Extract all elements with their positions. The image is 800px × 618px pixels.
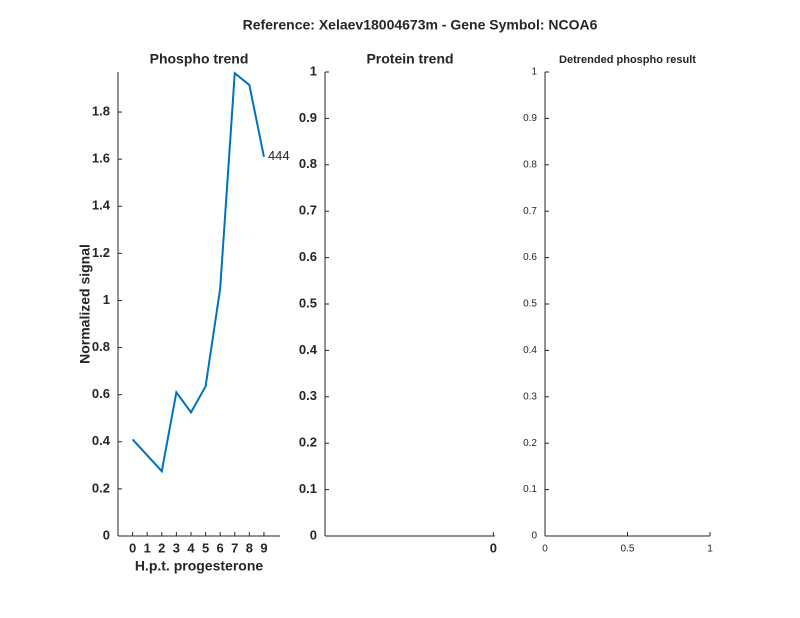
x-tick-label: 0: [542, 544, 548, 555]
x-tick-label: 2: [158, 540, 165, 555]
x-tick-label: 3: [173, 540, 180, 555]
y-tick-label: 0.7: [299, 203, 317, 218]
y-tick-label: 0.4: [523, 345, 537, 356]
y-tick-label: 1: [103, 292, 110, 307]
x-tick-label: 6: [217, 540, 224, 555]
x-tick-label: 5: [202, 540, 209, 555]
chart-title: Detrended phospho result: [559, 54, 696, 66]
y-tick-label: 0.6: [92, 386, 110, 401]
y-axis-label: Normalized signal: [77, 244, 93, 364]
y-tick-label: 0: [531, 531, 537, 542]
x-tick-label: 9: [260, 540, 267, 555]
y-tick-label: 0.5: [523, 299, 537, 310]
y-tick-label: 1: [310, 63, 317, 78]
chart-title: Phospho trend: [150, 51, 249, 67]
y-tick-label: 0.2: [299, 435, 317, 450]
y-tick-label: 0.3: [299, 388, 317, 403]
figure-title: Reference: Xelaev18004673m - Gene Symbol…: [243, 17, 598, 33]
x-tick-label: 1: [707, 544, 713, 555]
x-tick-label: 0.5: [621, 544, 635, 555]
y-tick-label: 0.9: [523, 113, 537, 124]
x-tick-label: 0: [129, 540, 136, 555]
y-tick-label: 0.4: [92, 433, 111, 448]
y-tick-label: 1.4: [92, 198, 111, 213]
x-tick-label: 1: [144, 540, 151, 555]
y-tick-label: 0.6: [523, 252, 537, 263]
y-tick-label: 0.3: [523, 391, 537, 402]
y-tick-label: 0: [103, 527, 110, 542]
y-tick-label: 0.6: [299, 249, 317, 264]
y-tick-label: 0.2: [523, 438, 537, 449]
y-tick-label: 0: [310, 527, 317, 542]
y-tick-label: 1.6: [92, 151, 110, 166]
y-tick-label: 0.8: [523, 159, 537, 170]
y-tick-label: 0.9: [299, 110, 317, 125]
x-axis-label: H.p.t. progesterone: [135, 558, 264, 574]
x-tick-label: 0: [490, 540, 497, 555]
x-tick-label: 4: [187, 540, 195, 555]
y-tick-label: 1.2: [92, 245, 110, 260]
chart-title: Protein trend: [366, 51, 453, 67]
x-tick-label: 8: [246, 540, 253, 555]
annotation: 444: [268, 148, 290, 163]
y-tick-label: 1.8: [92, 103, 110, 118]
y-tick-label: 0.1: [523, 484, 537, 495]
y-tick-label: 0.5: [299, 295, 317, 310]
y-tick-label: 1: [531, 67, 537, 78]
data-line: [131, 71, 265, 474]
y-tick-label: 0.2: [92, 480, 110, 495]
y-tick-label: 0.8: [92, 339, 110, 354]
y-tick-label: 0.8: [299, 156, 317, 171]
x-tick-label: 7: [231, 540, 238, 555]
y-tick-label: 0.7: [523, 206, 537, 217]
y-tick-label: 0.4: [299, 342, 318, 357]
y-tick-label: 0.1: [299, 481, 317, 496]
